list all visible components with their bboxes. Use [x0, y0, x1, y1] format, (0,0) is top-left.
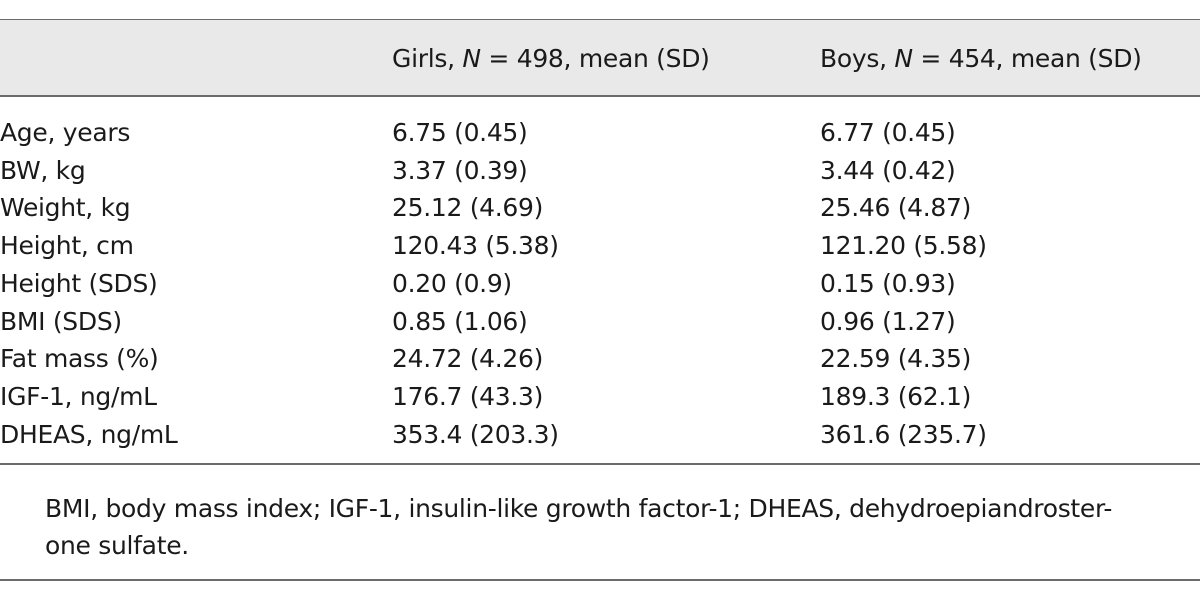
table-row: Height, cm 120.43 (5.38) 121.20 (5.58) — [0, 227, 1200, 265]
row-label: Height (SDS) — [0, 268, 158, 298]
row-label: IGF-1, ng/mL — [0, 381, 157, 411]
header-boys-prefix: Boys, — [820, 44, 895, 73]
row-label: Weight, kg — [0, 193, 131, 223]
cell-girls: 0.20 (0.9) — [392, 268, 512, 298]
cell-girls: 353.4 (203.3) — [392, 419, 559, 449]
cell-girls: 0.85 (1.06) — [392, 306, 528, 336]
cell-girls: 3.37 (0.39) — [392, 155, 528, 185]
footnote-line-2: one sulfate. — [45, 531, 189, 560]
cell-boys: 25.46 (4.87) — [820, 193, 972, 223]
header-bottom-rule — [0, 95, 1200, 97]
table-header-band — [0, 20, 1200, 95]
cell-girls: 24.72 (4.26) — [392, 344, 544, 374]
footnote-bottom-rule — [0, 579, 1200, 581]
table-row: BW, kg 3.37 (0.39) 3.44 (0.42) — [0, 152, 1200, 190]
table-row: IGF-1, ng/mL 176.7 (43.3) 189.3 (62.1) — [0, 378, 1200, 416]
header-girls: Girls, N = 498, mean (SD) — [392, 43, 710, 75]
row-label: DHEAS, ng/mL — [0, 419, 178, 449]
row-label: Fat mass (%) — [0, 344, 159, 374]
table-bottom-rule — [0, 463, 1200, 465]
table-row: DHEAS, ng/mL 353.4 (203.3) 361.6 (235.7) — [0, 416, 1200, 454]
cell-girls: 6.75 (0.45) — [392, 118, 528, 147]
cell-boys: 189.3 (62.1) — [820, 381, 972, 411]
cell-boys: 22.59 (4.35) — [820, 344, 972, 374]
cell-girls: 176.7 (43.3) — [392, 381, 544, 411]
cell-girls: 120.43 (5.38) — [392, 231, 559, 261]
header-boys-n: N — [894, 44, 913, 73]
footnote-line-1: BMI, body mass index; IGF-1, insulin-lik… — [45, 494, 1113, 523]
table-row: Weight, kg 25.12 (4.69) 25.46 (4.87) — [0, 189, 1200, 227]
cell-boys: 0.15 (0.93) — [820, 268, 956, 298]
cell-boys: 6.77 (0.45) — [820, 118, 956, 147]
table-footnote: BMI, body mass index; IGF-1, insulin-lik… — [45, 490, 1200, 564]
header-boys-suffix: = 454, mean (SD) — [912, 44, 1142, 73]
header-girls-prefix: Girls, — [392, 44, 463, 73]
table-row: Fat mass (%) 24.72 (4.26) 22.59 (4.35) — [0, 340, 1200, 378]
row-label: Height, cm — [0, 231, 134, 261]
cell-girls: 25.12 (4.69) — [392, 193, 544, 223]
table-row: Age, years 6.75 (0.45) 6.77 (0.45) — [0, 114, 1200, 152]
cell-boys: 121.20 (5.58) — [820, 231, 987, 261]
table-row: Height (SDS) 0.20 (0.9) 0.15 (0.93) — [0, 265, 1200, 303]
cell-boys: 361.6 (235.7) — [820, 419, 987, 449]
header-girls-suffix: = 498, mean (SD) — [480, 44, 710, 73]
row-label: BW, kg — [0, 155, 86, 185]
header-girls-n: N — [462, 44, 481, 73]
table-row: BMI (SDS) 0.85 (1.06) 0.96 (1.27) — [0, 303, 1200, 341]
row-label: Age, years — [0, 118, 131, 147]
cell-boys: 0.96 (1.27) — [820, 306, 956, 336]
row-label: BMI (SDS) — [0, 306, 122, 336]
header-boys: Boys, N = 454, mean (SD) — [820, 43, 1142, 75]
cell-boys: 3.44 (0.42) — [820, 155, 956, 185]
